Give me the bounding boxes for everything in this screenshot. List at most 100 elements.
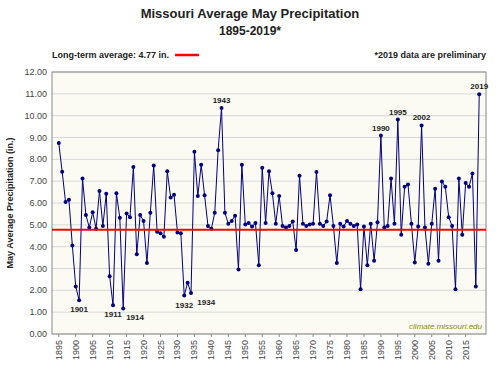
data-point xyxy=(182,294,186,298)
data-point xyxy=(386,224,390,228)
x-tick-label: 1935 xyxy=(189,340,199,360)
data-point xyxy=(179,231,183,235)
y-tick-label: 10.00 xyxy=(24,111,47,121)
data-point xyxy=(196,194,200,198)
x-tick-label: 1905 xyxy=(88,340,98,360)
annotation: 2019 xyxy=(470,82,488,91)
data-point xyxy=(460,233,464,237)
x-tick-label: 1995 xyxy=(393,340,403,360)
y-tick-label: 9.00 xyxy=(29,133,47,143)
data-point xyxy=(338,222,342,226)
y-tick-label: 8.00 xyxy=(29,154,47,164)
x-tick-label: 2010 xyxy=(444,340,454,360)
plot-frame xyxy=(52,72,486,334)
data-point xyxy=(81,177,85,181)
x-tick-label: 1940 xyxy=(206,340,216,360)
data-point xyxy=(101,224,105,228)
data-point xyxy=(426,262,430,266)
x-tick-label: 1960 xyxy=(274,340,284,360)
data-point xyxy=(189,291,193,295)
note: *2019 data are preliminary xyxy=(374,50,486,60)
y-axis: 0.001.002.003.004.005.006.007.008.009.00… xyxy=(24,67,486,339)
marks xyxy=(52,92,486,310)
data-point xyxy=(355,222,359,226)
data-point xyxy=(328,193,332,197)
data-point xyxy=(345,219,349,223)
data-point xyxy=(108,274,112,278)
data-point xyxy=(348,222,352,226)
data-point xyxy=(443,185,447,189)
data-point xyxy=(236,268,240,272)
data-point xyxy=(114,191,118,195)
data-point xyxy=(77,298,81,302)
x-tick-label: 2015 xyxy=(461,340,471,360)
data-point xyxy=(203,193,207,197)
data-point xyxy=(470,172,474,176)
data-point xyxy=(406,182,410,186)
x-axis: 1895190019051910191519201925193019351940… xyxy=(54,334,471,360)
data-point xyxy=(70,244,74,248)
series-line xyxy=(59,94,479,308)
data-point xyxy=(145,261,149,265)
data-point xyxy=(430,222,434,226)
y-axis-label: May Average Precipitation (in.) xyxy=(5,138,15,269)
annotation: 1932 xyxy=(175,301,193,310)
x-tick-label: 1990 xyxy=(376,340,386,360)
data-point xyxy=(270,191,274,195)
data-point xyxy=(142,219,146,223)
data-point xyxy=(464,181,468,185)
grid-line xyxy=(52,246,486,247)
data-point xyxy=(213,211,217,215)
data-point xyxy=(247,221,251,225)
data-point xyxy=(287,224,291,228)
data-point xyxy=(423,225,427,229)
data-point xyxy=(226,222,230,226)
data-point xyxy=(216,148,220,152)
data-point xyxy=(148,211,152,215)
data-point xyxy=(409,222,413,226)
x-tick-label: 1955 xyxy=(257,340,267,360)
data-point xyxy=(335,261,339,265)
data-point xyxy=(257,263,261,267)
data-point xyxy=(169,196,173,200)
data-point xyxy=(159,231,163,235)
grid-line xyxy=(52,268,486,269)
data-point xyxy=(389,177,393,181)
x-tick-label: 1945 xyxy=(223,340,233,360)
grid-line xyxy=(52,203,486,204)
data-point xyxy=(165,169,169,173)
data-point xyxy=(420,123,424,127)
x-tick-label: 1900 xyxy=(71,340,81,360)
data-point xyxy=(84,213,88,217)
data-point xyxy=(294,248,298,252)
y-tick-label: 0.00 xyxy=(29,329,47,339)
data-point xyxy=(125,211,129,215)
y-tick-label: 2.00 xyxy=(29,285,47,295)
data-point xyxy=(474,284,478,288)
y-tick-label: 7.00 xyxy=(29,176,47,186)
subtitle: 1895-2019* xyxy=(219,24,281,38)
data-point xyxy=(74,284,78,288)
annotation: 1990 xyxy=(372,124,390,133)
annotation: 1911 xyxy=(104,310,122,319)
x-tick-label: 1970 xyxy=(308,340,318,360)
data-point xyxy=(433,187,437,191)
data-point xyxy=(172,193,176,197)
data-point xyxy=(392,222,396,226)
grid-line xyxy=(52,290,486,291)
data-point xyxy=(372,259,376,263)
data-point xyxy=(274,222,278,226)
data-point xyxy=(138,213,142,217)
data-point xyxy=(440,180,444,184)
data-point xyxy=(301,222,305,226)
data-point xyxy=(362,225,366,229)
x-tick-label: 1925 xyxy=(156,340,166,360)
data-point xyxy=(359,287,363,291)
y-tick-label: 4.00 xyxy=(29,242,47,252)
data-point xyxy=(376,220,380,224)
grid-line xyxy=(52,181,486,182)
annotation: 1914 xyxy=(126,313,144,322)
x-tick-label: 1930 xyxy=(172,340,182,360)
data-point xyxy=(206,224,210,228)
chart: Missouri Average May Precipitation1895-2… xyxy=(0,0,500,382)
